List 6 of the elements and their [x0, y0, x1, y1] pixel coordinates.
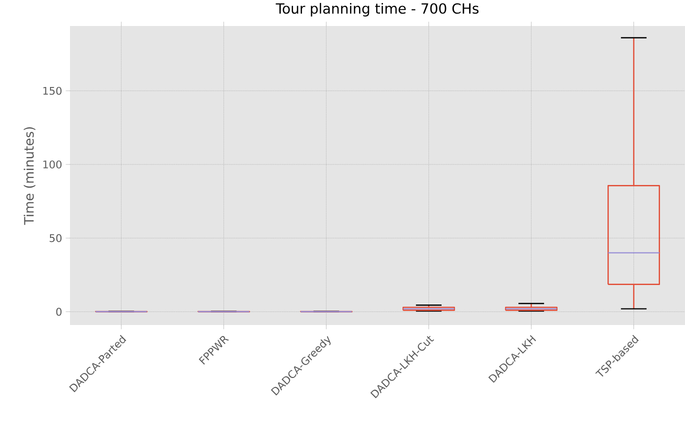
y-tick-label: 50 [50, 234, 62, 242]
y-tick-label: 100 [43, 160, 62, 168]
y-axis-title: Time (minutes) [24, 127, 36, 225]
chart-title: Tour planning time - 700 CHs [276, 2, 479, 16]
y-tick-label: 150 [43, 86, 62, 95]
y-tick-label: 0 [56, 308, 62, 316]
